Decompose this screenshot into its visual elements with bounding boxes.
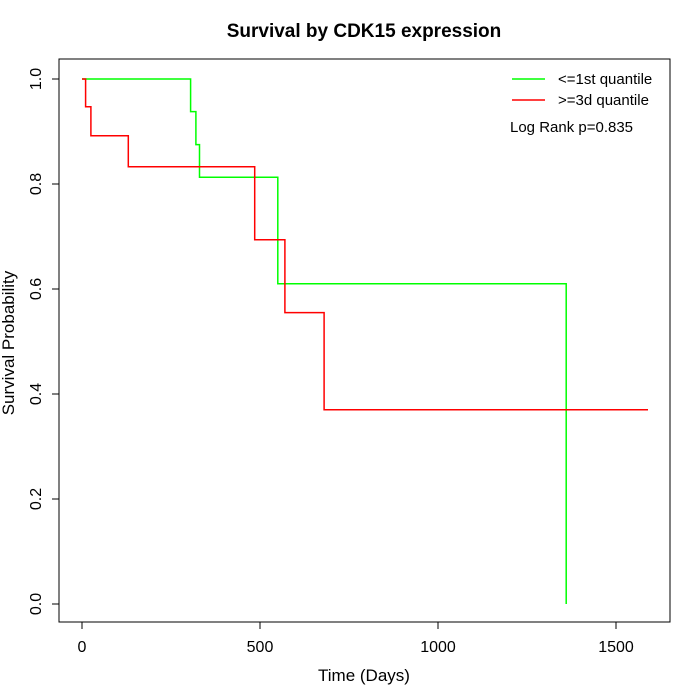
series-line-2 [82, 78, 648, 411]
series-line-1 [82, 78, 567, 604]
x-tick-label: 500 [247, 639, 274, 656]
legend: <=1st quantile >=3d quantile [512, 71, 652, 109]
x-axis-title: Time (Days) [318, 666, 410, 685]
legend-label: <=1st quantile [558, 71, 652, 88]
series-layer [82, 78, 648, 604]
y-axis-title: Survival Probability [0, 270, 18, 415]
y-tick-label: 0.8 [28, 173, 45, 195]
x-tick-label: 1500 [598, 639, 634, 656]
y-tick-label: 1.0 [28, 68, 45, 90]
y-axis: 0.0 0.2 0.4 0.6 0.8 1.0 [28, 68, 60, 615]
x-tick-label: 0 [78, 639, 87, 656]
y-tick-label: 0.4 [28, 383, 45, 405]
x-tick-label: 1000 [420, 639, 456, 656]
log-rank-annotation: Log Rank p=0.835 [510, 119, 633, 136]
x-axis: 0 500 1000 1500 [78, 621, 634, 656]
chart-title: Survival by CDK15 expression [227, 21, 502, 42]
y-tick-label: 0.2 [28, 488, 45, 510]
y-tick-label: 0.6 [28, 278, 45, 300]
y-tick-label: 0.0 [28, 593, 45, 615]
legend-label: >=3d quantile [558, 92, 649, 109]
